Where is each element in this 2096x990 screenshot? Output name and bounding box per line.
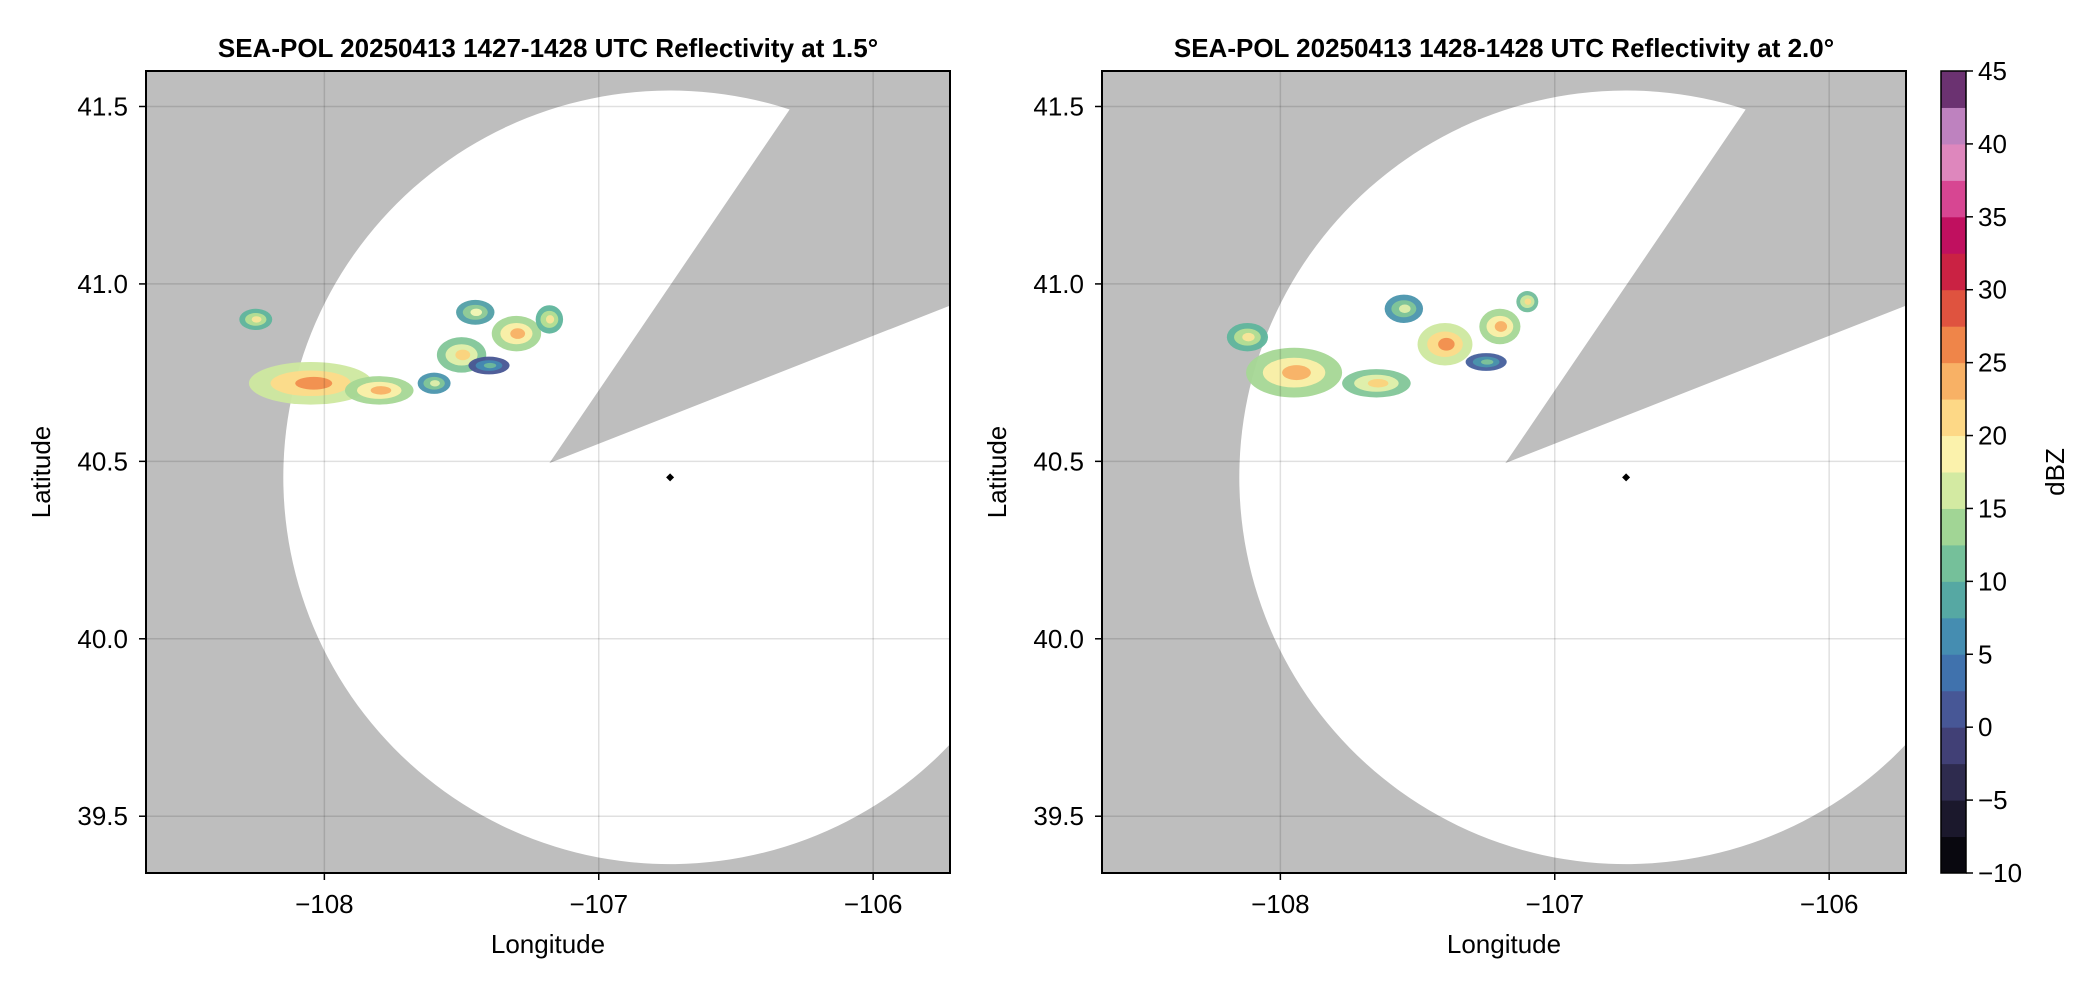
colorbar-segment — [1941, 107, 1966, 145]
echo-cell-peak — [470, 308, 483, 317]
echo-cell-peak — [1438, 337, 1455, 351]
x-axis-label: Longitude — [491, 929, 605, 959]
colorbar-tick-label: 40 — [1978, 129, 2007, 159]
chart-title: SEA-POL 20250413 1428-1428 UTC Reflectiv… — [1174, 33, 1834, 63]
echo-cell-peak — [430, 380, 440, 387]
colorbar-tick-label: 30 — [1978, 275, 2007, 305]
radar-coverage-area — [283, 90, 950, 865]
echo-cell-peak — [1242, 332, 1255, 342]
colorbar-segment — [1941, 690, 1966, 728]
echo-cell-peak — [1494, 321, 1508, 332]
echo-cell-peak — [1524, 298, 1532, 305]
y-tick-label: 41.5 — [77, 91, 128, 121]
colorbar-segment — [1941, 763, 1966, 801]
colorbar-tick-label: 20 — [1978, 421, 2007, 451]
grid-lines — [146, 71, 950, 873]
colorbar-segment — [1941, 654, 1966, 692]
echo-cell-peak — [1481, 359, 1494, 365]
reflectivity-echoes — [239, 299, 564, 405]
echo-cell-peak — [545, 315, 555, 324]
colorbar-tick-label: 35 — [1978, 202, 2007, 232]
colorbar-segment — [1941, 581, 1966, 619]
colorbar-segment — [1941, 508, 1966, 546]
right-radar-panel: −108 −107 −106 39.5 40.0 40.5 41.0 41.5 SEA-POL … — [982, 33, 1907, 959]
y-tick-label: 39.5 — [77, 801, 128, 831]
colorbar-segment — [1941, 617, 1966, 655]
colorbar-tick-label: −5 — [1978, 785, 2008, 815]
colorbar-segment — [1941, 180, 1966, 218]
x-tick-label: −108 — [295, 889, 354, 919]
x-tick-label: −106 — [844, 889, 903, 919]
colorbar-segment — [1941, 253, 1966, 291]
colorbar-tick-label: 25 — [1978, 348, 2007, 378]
y-tick-label: 41.5 — [1033, 91, 1084, 121]
y-tick-label: 41.0 — [77, 269, 128, 299]
colorbar-segment — [1941, 143, 1966, 181]
y-tick-label: 40.0 — [1033, 624, 1084, 654]
plot-frame — [1101, 70, 1907, 874]
x-tick-label: −107 — [1525, 889, 1584, 919]
colorbar-segment — [1941, 71, 1966, 108]
y-tick-label: 40.5 — [1033, 446, 1084, 476]
echo-cell-peak — [251, 316, 262, 323]
colorbar-segment — [1941, 399, 1966, 437]
colorbar-tick-label: −10 — [1978, 858, 2022, 888]
y-tick-label: 40.5 — [77, 446, 128, 476]
colorbar-tick-label: 10 — [1978, 566, 2007, 596]
echo-cell-peak — [1399, 304, 1411, 314]
y-tick-label: 41.0 — [1033, 269, 1084, 299]
y-axis-label: Latitude — [982, 426, 1012, 519]
echo-cell-peak — [483, 362, 497, 369]
colorbar-segment — [1941, 472, 1966, 509]
echo-cell-peak — [455, 349, 471, 361]
colorbar-segment — [1941, 326, 1966, 364]
reflectivity-echoes — [1226, 291, 1539, 398]
colorbar-tick-label: 15 — [1978, 493, 2007, 523]
colorbar-segment — [1941, 727, 1966, 765]
radar-coverage-area — [1239, 90, 1906, 865]
echo-cell-peak — [295, 376, 333, 390]
x-tick-label: −106 — [1800, 889, 1859, 919]
x-tick-label: −107 — [569, 889, 628, 919]
y-tick-label: 40.0 — [77, 624, 128, 654]
plot-frame — [145, 70, 951, 874]
x-tick-label: −108 — [1251, 889, 1310, 919]
grid-lines — [1102, 71, 1906, 873]
colorbar-segment — [1941, 435, 1966, 473]
colorbar-frame — [1940, 70, 1967, 874]
colorbar-label: dBZ — [2040, 448, 2070, 496]
left-radar-panel: −108 −107 −106 39.5 40.0 40.5 41.0 41.5 SEA-POL … — [26, 33, 951, 959]
radar-site-marker — [1622, 473, 1631, 482]
colorbar-tick-label: 0 — [1978, 712, 1992, 742]
colorbar-segment — [1941, 800, 1966, 838]
colorbar-segment — [1941, 216, 1966, 254]
echo-cell-peak — [510, 328, 526, 339]
colorbar-segment — [1941, 289, 1966, 327]
colorbar-tick-label: 45 — [1978, 56, 2007, 86]
echo-cell-peak — [1282, 365, 1311, 381]
colorbar-segment — [1941, 836, 1966, 874]
colorbar-tick-label: 5 — [1978, 639, 1992, 669]
chart-title: SEA-POL 20250413 1427-1428 UTC Reflectiv… — [218, 33, 878, 63]
y-tick-label: 39.5 — [1033, 801, 1084, 831]
y-axis-label: Latitude — [26, 426, 56, 519]
colorbar-segment — [1941, 362, 1966, 400]
x-axis-label: Longitude — [1447, 929, 1561, 959]
radar-site-marker — [666, 473, 675, 482]
colorbar: −10 −5 0 5 10 15 20 25 30 35 40 45 dBZ — [1940, 56, 2070, 888]
echo-cell-peak — [370, 386, 392, 395]
echo-cell-peak — [1367, 379, 1389, 388]
colorbar-segment — [1941, 544, 1966, 582]
